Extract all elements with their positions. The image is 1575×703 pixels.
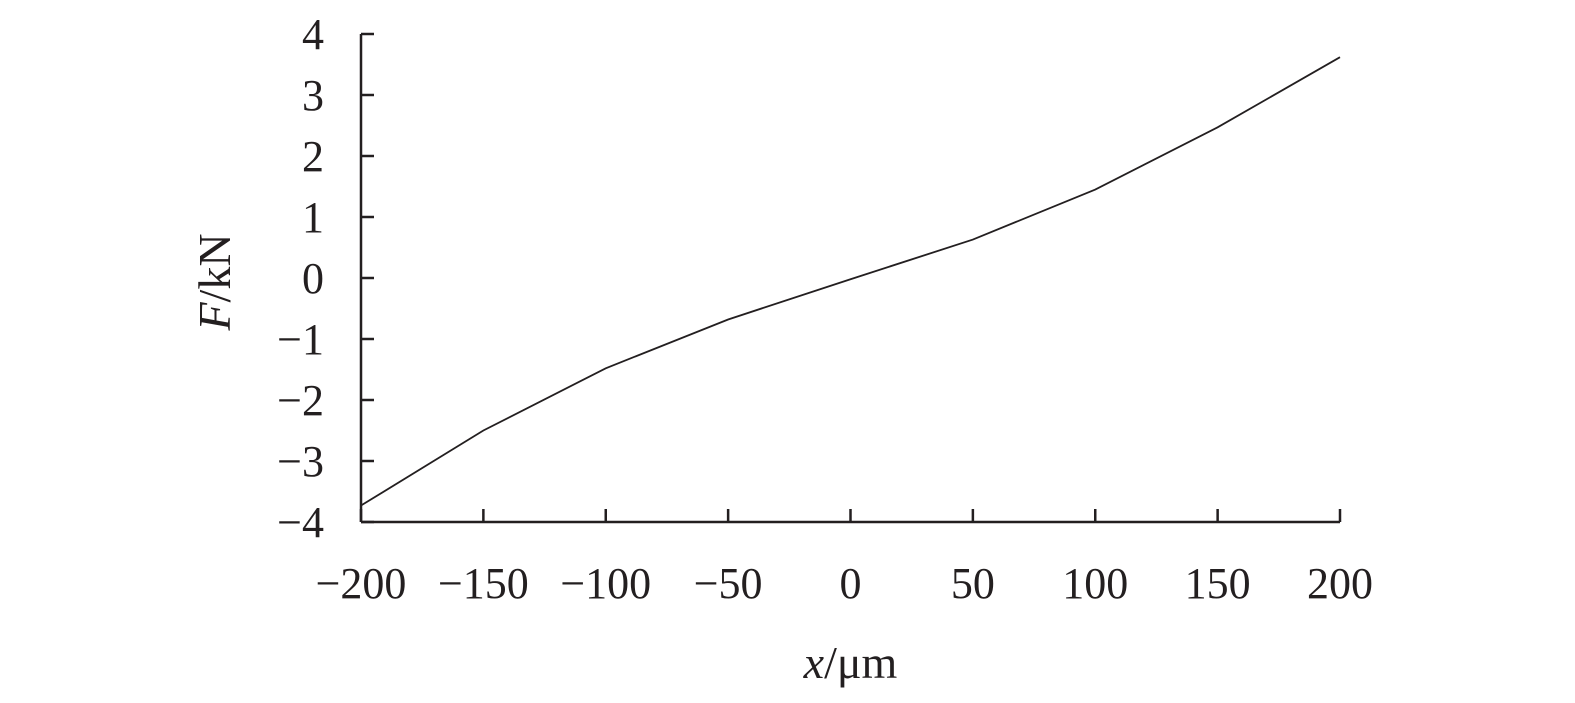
x-tick-label: −200 (316, 559, 407, 608)
x-tick-label: 50 (951, 559, 995, 608)
axes (359, 34, 1340, 524)
x-tick-label: 200 (1307, 559, 1373, 608)
x-tick-label: 150 (1185, 559, 1251, 608)
y-tick-label: −4 (277, 498, 324, 547)
y-tick-label: 3 (302, 71, 324, 120)
x-ticks: −200 −150 −100 −50 0 50 100 150 200 (316, 509, 1373, 608)
series-line (360, 56, 1341, 507)
y-axis-title: F/kN (189, 233, 240, 331)
x-tick-label: 100 (1062, 559, 1128, 608)
y-axis-variable: F (189, 302, 240, 332)
x-axis-variable: x (803, 637, 825, 688)
x-tick-label: −50 (694, 559, 763, 608)
y-tick-label: 4 (302, 10, 324, 59)
y-tick-label: 0 (302, 254, 324, 303)
x-tick-label: −150 (438, 559, 529, 608)
y-tick-label: 2 (302, 132, 324, 181)
series-layer (360, 56, 1341, 507)
y-tick-label: 1 (302, 193, 324, 242)
y-ticks: −4 −3 −2 −1 0 1 2 3 4 (277, 10, 374, 547)
y-tick-label: −3 (277, 437, 324, 486)
y-tick-label: −1 (277, 315, 324, 364)
x-tick-label: 0 (840, 559, 862, 608)
y-tick-label: −2 (277, 376, 324, 425)
x-tick-label: −100 (560, 559, 651, 608)
y-axis-unit: /kN (189, 233, 240, 302)
x-axis-unit: /μm (824, 637, 897, 688)
x-axis-title: x/μm (803, 637, 898, 688)
